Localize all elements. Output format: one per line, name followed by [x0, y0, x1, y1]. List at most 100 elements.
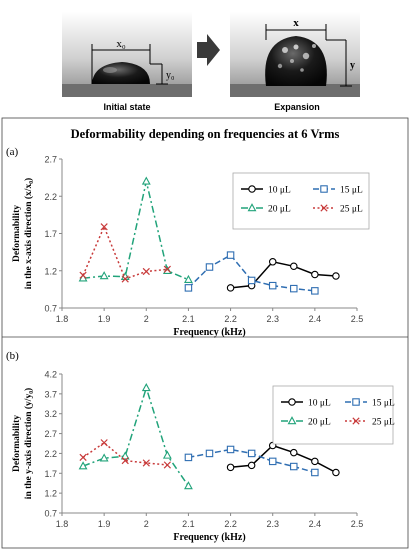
legend-marker — [288, 398, 296, 406]
x-tick-label: 2.3 — [266, 519, 279, 529]
x-tick-label: 1.9 — [98, 519, 111, 529]
data-point — [99, 453, 109, 462]
data-point — [79, 271, 87, 279]
series-line — [82, 441, 168, 466]
panel-a: (a) 0.7 1.2 1.7 2.2 2.7 1.8 1.9 2 2.1 2.2 2.3 2.4 2.5… — [6, 146, 370, 338]
y-tick-label: 0.7 — [44, 304, 57, 314]
data-point — [120, 451, 130, 460]
data-point — [226, 445, 235, 454]
x-tick-label: 2.1 — [182, 314, 195, 324]
data-point — [142, 267, 150, 276]
series-2 — [184, 251, 319, 295]
y-axis-label-line1: Deformability — [12, 415, 22, 472]
data-point — [141, 383, 151, 392]
data-point — [311, 457, 319, 466]
data-point — [311, 468, 319, 477]
initial-x0-label: x₀ — [116, 38, 126, 50]
initial-y0-label: y₀ — [166, 70, 175, 81]
series-4 — [79, 223, 171, 283]
expansion-photo: x y — [230, 12, 360, 97]
legend-marker — [320, 204, 328, 212]
y-tick-label: 2.7 — [44, 429, 57, 439]
data-point — [332, 272, 340, 280]
legend-box — [232, 172, 370, 230]
legend-label: 25 μL — [372, 418, 395, 428]
data-point — [247, 461, 256, 470]
expansion-x-label: x — [293, 17, 299, 29]
y-tick-label: 1.7 — [44, 469, 57, 479]
data-point — [311, 270, 319, 279]
data-point — [290, 284, 298, 293]
data-point — [163, 461, 171, 469]
data-point — [78, 461, 88, 470]
initial-state-caption: Initial state — [103, 102, 150, 112]
data-point — [184, 274, 193, 283]
data-point — [332, 468, 340, 477]
legend-box — [272, 385, 394, 445]
figure-title: Deformability depending on frequencies a… — [71, 127, 340, 141]
panel-label: (a) — [6, 146, 19, 158]
x-tick-label: 2.3 — [266, 314, 279, 324]
data-point — [100, 223, 108, 231]
series-3 — [78, 176, 193, 283]
series-line — [82, 224, 168, 280]
x-axis-label: Frequency (kHz) — [173, 327, 245, 338]
y-axis-label-line2: in the y-axis direction (y/y₀) — [23, 388, 34, 499]
photo-section: x₀ y₀ Initial state x y Expans — [62, 12, 360, 112]
legend: 10 μL 15 μL 20 μL 25 μL — [272, 385, 395, 445]
data-point — [121, 456, 129, 465]
data-point — [226, 284, 235, 292]
legend-marker — [320, 185, 328, 193]
data-point — [121, 275, 129, 283]
y-tick-label: 1.2 — [44, 489, 57, 499]
data-point — [100, 439, 108, 447]
data-point — [268, 457, 277, 466]
data-point — [226, 463, 235, 472]
legend-marker — [352, 398, 360, 406]
x-tick-label: 2 — [144, 519, 149, 529]
transition-arrow — [197, 34, 220, 66]
data-point — [79, 453, 87, 462]
legend-label: 15 μL — [340, 186, 363, 196]
x-tick-label: 1.9 — [98, 314, 111, 324]
x-tick-label: 2.5 — [351, 314, 364, 324]
legend-label: 15 μL — [372, 399, 395, 409]
legend-marker — [247, 203, 257, 212]
series-1 — [226, 441, 340, 477]
data-point — [268, 258, 277, 266]
data-point — [311, 287, 319, 295]
y-tick-label: 3.2 — [44, 409, 57, 419]
series-1 — [226, 258, 340, 292]
chart-frame — [1, 117, 409, 549]
legend: 10 μL 15 μL 20 μL 25 μL — [232, 172, 370, 230]
data-point — [290, 262, 298, 271]
data-point — [184, 284, 193, 292]
legend-marker — [352, 417, 360, 425]
expansion-y-label: y — [350, 60, 355, 71]
y-tick-label: 2.2 — [44, 192, 57, 202]
legend-label: 20 μL — [268, 205, 291, 215]
legend-marker — [248, 185, 256, 193]
x-tick-label: 2.2 — [224, 519, 237, 529]
y-axis-label-line2: in the x-axis direction (x/x₀) — [23, 178, 34, 289]
series-2 — [184, 445, 319, 477]
y-tick-label: 1.7 — [44, 229, 57, 239]
legend-label: 10 μL — [268, 186, 291, 196]
x-tick-label: 2.4 — [309, 314, 322, 324]
y-tick-label: 4.2 — [44, 370, 57, 380]
y-tick-label: 2.7 — [44, 155, 57, 165]
data-point — [247, 276, 256, 285]
data-point — [141, 176, 151, 185]
legend-label: 10 μL — [308, 399, 331, 409]
data-point — [226, 251, 235, 259]
y-tick-label: 1.2 — [44, 266, 57, 276]
data-point — [290, 462, 298, 471]
series-line — [83, 181, 189, 281]
data-point — [290, 448, 298, 457]
x-axis-label: Frequency (kHz) — [173, 532, 245, 543]
panel-label: (b) — [6, 350, 19, 362]
data-point — [247, 449, 256, 458]
x-tick-label: 1.8 — [56, 519, 69, 529]
x-tick-label: 2.2 — [224, 314, 237, 324]
